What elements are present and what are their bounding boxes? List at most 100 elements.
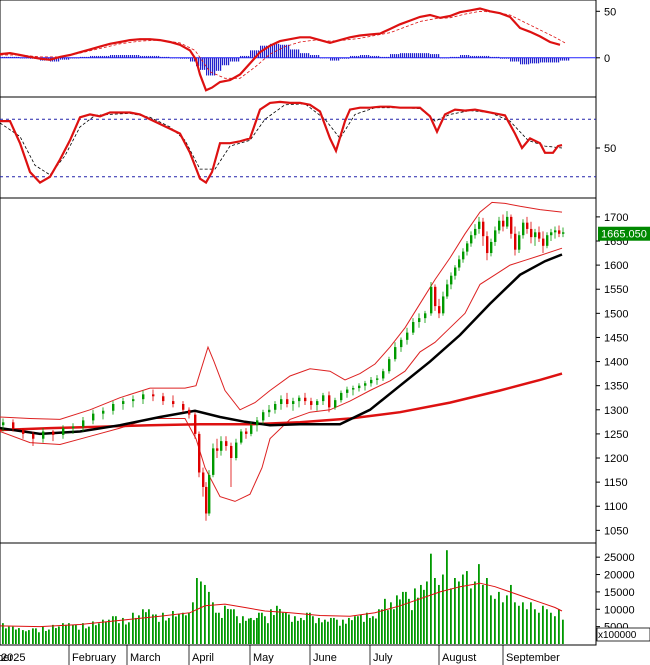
candle-body [172,401,175,404]
volume-bar [466,571,468,644]
volume-bar [390,602,392,644]
volume-bar [108,619,110,644]
macd-histogram-bar [252,50,254,58]
macd-histogram-bar [156,55,158,58]
macd-histogram-bar [314,55,316,58]
macd-histogram-bar [352,55,354,58]
x-tick-label-cut: ber [0,652,13,664]
macd-histogram-bar [24,57,26,59]
macd-histogram-bar [280,44,282,58]
volume-bar [414,588,416,644]
volume-bar [122,617,124,644]
macd-histogram-bar [116,55,118,58]
candle-body [316,401,319,405]
macd-histogram-bar [298,49,300,58]
volume-bar [554,616,556,644]
macd-histogram-bar [66,57,68,60]
macd-histogram-bar [230,57,232,62]
macd-histogram-bar [214,57,216,71]
y-tick-label: 15000 [604,587,635,599]
macd-histogram-bar [302,53,304,58]
x-tick-label: February [72,652,117,664]
x-tick-label: March [130,652,161,664]
macd-line [0,7,561,92]
macd-histogram-bar [334,57,336,61]
candle-body [400,339,403,348]
volume-bar [534,609,536,644]
volume-bar [88,626,90,644]
macd-histogram-bar [460,55,462,58]
macd-histogram-bar [324,57,326,59]
volume-bar [408,598,410,644]
macd-histogram-bar [524,57,526,65]
volume-bar [98,623,100,644]
macd-histogram-bar [22,57,24,59]
volume-bar [182,612,184,644]
macd-histogram-bar [100,55,102,58]
candle-body [216,448,219,451]
macd-histogram-bar [522,57,524,65]
macd-histogram-bar [106,55,108,58]
volume-bar [411,610,413,644]
volume-bar [336,619,338,644]
volume-bar [282,612,284,644]
macd-histogram-bar [338,57,340,61]
volume-bar [348,617,350,644]
moving-average-long [0,372,563,432]
macd-histogram-bar [200,57,202,70]
volume-bar [192,602,194,644]
macd-histogram-bar [248,55,250,58]
volume-bar [196,578,198,644]
volume-bar [486,578,488,644]
macd-histogram-bar [428,53,430,58]
volume-bar [25,631,27,644]
volume-bar [15,629,17,644]
macd-histogram-bar [364,55,366,58]
macd-histogram-bar [58,57,60,62]
candle-body [498,220,501,231]
y-tick-label: 10000 [604,604,635,616]
macd-histogram-bar [376,55,378,58]
macd-histogram-bar [288,44,290,58]
macd-histogram-bar [450,56,452,58]
macd-histogram-bar [282,44,284,58]
candle-body [298,397,301,402]
macd-histogram-bar [496,56,498,58]
macd-histogram-bar [70,57,72,59]
volume-bar [333,617,335,644]
volume-bar [152,614,154,644]
macd-histogram-bar [536,57,538,64]
candle-body [478,221,481,229]
macd-histogram-bar [558,57,560,63]
macd-histogram-bar [188,57,190,59]
candle-body [450,275,453,285]
volume-bar [212,602,214,644]
volume-bar [92,621,94,644]
macd-histogram-bar [382,56,384,58]
macd-histogram-bar [246,55,248,58]
macd-histogram-bar [98,55,100,58]
candle-body [550,232,553,236]
macd-histogram-bar [432,54,434,58]
volume-bar [72,624,74,644]
volume-bar [514,602,516,644]
macd-histogram-bar [480,55,482,58]
volume-bar [112,616,114,644]
volume-bar [339,625,341,644]
volume-bar [132,612,134,644]
macd-histogram-bar [136,55,138,58]
macd-histogram-bar [30,57,32,59]
candle-body [370,379,373,384]
volume-bar [300,617,302,644]
macd-histogram-bar [274,43,276,58]
volume-bar [303,620,305,644]
macd-histogram-bar [552,57,554,63]
macd-histogram-bar [10,56,12,58]
x-tick-label: April [192,652,214,664]
candle-body [112,404,115,411]
macd-histogram-bar [440,57,442,59]
macd-layer: 50 0 [0,6,616,92]
volume-bar [58,626,60,644]
macd-histogram-bar [184,57,186,59]
volume-bar [18,628,20,644]
